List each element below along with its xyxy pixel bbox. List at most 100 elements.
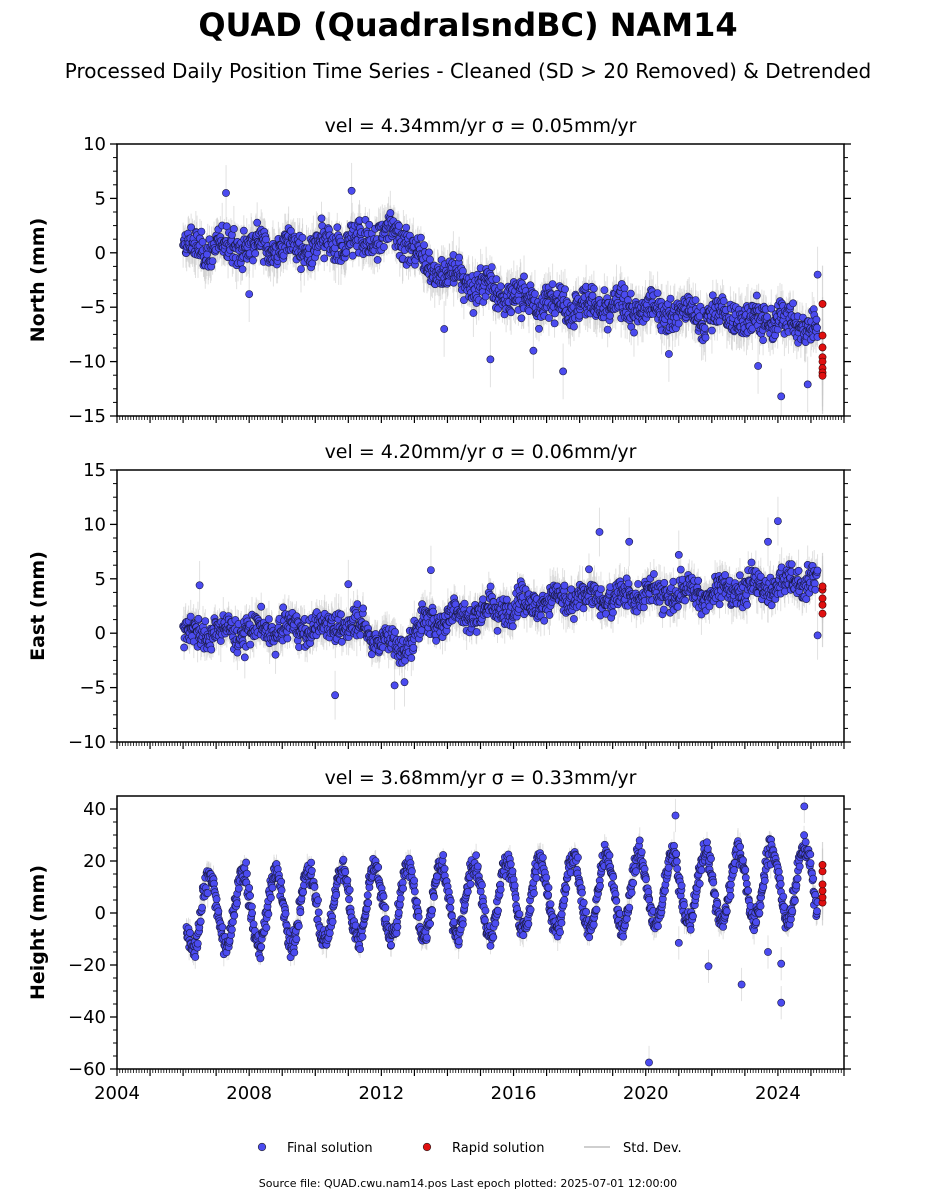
final-point xyxy=(691,296,700,304)
final-point xyxy=(251,249,260,258)
chart-title: QUAD (QuadraIsndBC) NAM14 xyxy=(198,6,737,44)
final-point xyxy=(529,346,538,355)
final-point xyxy=(813,270,822,279)
final-point xyxy=(347,186,356,195)
final-point xyxy=(365,220,374,229)
final-point xyxy=(239,226,248,235)
final-point xyxy=(570,322,578,331)
y-tick-label: −15 xyxy=(68,406,106,427)
rapid-point xyxy=(818,331,827,340)
final-point xyxy=(708,326,716,335)
final-point xyxy=(402,223,411,232)
final-point xyxy=(603,325,612,334)
y-axis-label: East (mm) xyxy=(27,551,49,661)
final-point xyxy=(317,214,326,223)
final-point xyxy=(416,233,425,242)
final-point xyxy=(271,650,280,659)
final-point xyxy=(812,315,821,324)
final-point xyxy=(249,256,257,265)
final-point xyxy=(394,221,403,230)
final-point xyxy=(207,645,216,654)
final-point xyxy=(517,314,526,323)
final-point xyxy=(520,272,528,281)
rapid-point xyxy=(818,343,827,352)
final-point xyxy=(777,392,786,401)
final-point xyxy=(561,285,569,294)
final-point xyxy=(180,643,188,652)
final-point xyxy=(320,254,329,263)
final-point xyxy=(548,280,557,288)
final-point xyxy=(550,319,559,328)
final-point xyxy=(425,248,433,257)
final-point xyxy=(440,325,449,333)
final-point xyxy=(535,324,543,333)
final-point xyxy=(356,631,365,639)
y-tick-label: 0 xyxy=(95,243,106,264)
final-point xyxy=(486,355,495,364)
final-point xyxy=(700,324,709,332)
final-point xyxy=(715,317,724,326)
final-point xyxy=(575,311,584,320)
final-point xyxy=(545,314,553,322)
rapid-point xyxy=(818,300,827,308)
final-point xyxy=(279,603,288,612)
panel-title: vel = 4.34mm/yr σ = 0.05mm/yr xyxy=(325,115,637,137)
y-tick-label: 10 xyxy=(83,134,106,155)
final-point xyxy=(551,309,559,318)
final-point xyxy=(297,265,305,273)
final-point xyxy=(492,275,501,284)
final-point xyxy=(507,308,515,317)
final-point xyxy=(197,227,206,236)
final-point xyxy=(238,265,247,274)
final-point xyxy=(759,336,767,344)
final-point xyxy=(222,189,230,197)
final-point xyxy=(455,253,463,262)
final-point xyxy=(337,637,346,646)
final-point xyxy=(386,209,395,217)
final-point xyxy=(229,224,238,233)
final-point xyxy=(666,294,675,303)
final-point xyxy=(194,614,203,623)
rapid-solution-points xyxy=(818,300,827,380)
final-point xyxy=(590,284,598,293)
final-point xyxy=(216,637,225,645)
final-point xyxy=(665,350,673,358)
final-point xyxy=(754,362,762,370)
final-point xyxy=(186,612,195,621)
final-point xyxy=(630,328,638,337)
final-point xyxy=(240,653,249,662)
final-point xyxy=(208,257,217,265)
y-tick-label: −5 xyxy=(79,297,106,318)
final-point xyxy=(789,299,797,308)
final-point xyxy=(373,255,382,264)
final-point xyxy=(253,218,262,227)
y-tick-label: 5 xyxy=(95,188,106,209)
final-point xyxy=(257,602,266,611)
final-point xyxy=(763,312,771,321)
final-point xyxy=(333,223,342,232)
final-point xyxy=(708,291,717,300)
final-point xyxy=(342,248,351,257)
data-layer xyxy=(179,162,827,416)
final-point xyxy=(606,311,614,320)
rapid-point xyxy=(818,371,827,380)
final-solution-points xyxy=(179,186,822,401)
final-point xyxy=(187,223,195,232)
final-point xyxy=(626,289,635,298)
final-point xyxy=(298,233,307,242)
panel-title: vel = 4.20mm/yr σ = 0.06mm/yr xyxy=(325,441,637,463)
final-point xyxy=(201,617,210,625)
final-point xyxy=(469,309,478,317)
final-point xyxy=(487,263,496,271)
final-point xyxy=(283,634,292,643)
final-point xyxy=(600,286,609,294)
final-point xyxy=(198,238,207,246)
final-point xyxy=(752,291,761,300)
final-point xyxy=(719,297,728,305)
final-solution-points xyxy=(179,517,822,700)
final-point xyxy=(264,615,273,623)
